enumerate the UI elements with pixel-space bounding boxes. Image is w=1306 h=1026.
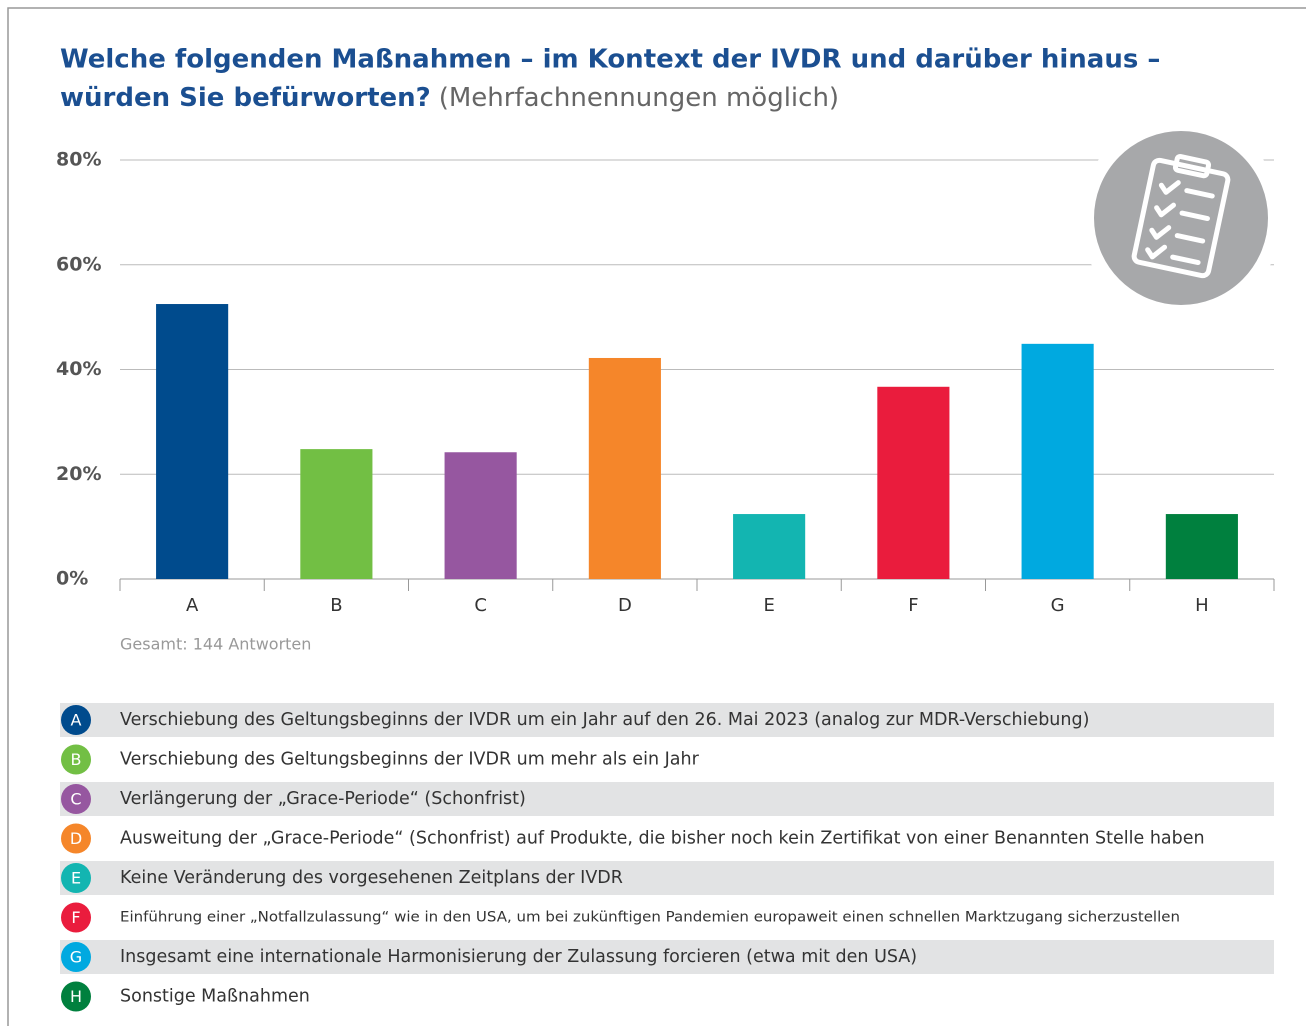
legend-swatch: [61, 902, 91, 933]
check: [1145, 244, 1168, 260]
legend-key: G: [70, 948, 82, 967]
legend-swatch: [61, 705, 91, 735]
legend-label: Keine Veränderung des vorgesehenen Zeitp…: [120, 868, 623, 888]
bar: [1021, 343, 1094, 579]
x-tick-label: C: [474, 595, 487, 616]
check: [1158, 180, 1181, 195]
y-tick-label: 0%: [56, 568, 88, 590]
frame: [7, 7, 1306, 1026]
check: [1149, 225, 1172, 240]
legend-key: D: [70, 829, 82, 848]
y-tick-label: 60%: [56, 253, 101, 275]
list-line: [1179, 210, 1210, 222]
list-line: [1174, 233, 1206, 244]
legend-row-bg: [60, 940, 1274, 974]
legend-label: Insgesamt eine internationale Harmonisie…: [120, 947, 917, 967]
chart-subtitle: (Mehrfachnennungen möglich): [439, 83, 839, 113]
legend-row-bg: [60, 782, 1274, 816]
x-tick-label: B: [330, 595, 342, 616]
list-line: [1184, 188, 1215, 199]
legend-swatch: [61, 744, 91, 775]
bar: [300, 449, 373, 579]
clipboard-clip: [1172, 154, 1212, 179]
legend-label: Einführung einer „Notfallzulassung“ wie …: [120, 910, 1180, 926]
bar: [444, 452, 517, 579]
legend-row-bg: [60, 703, 1274, 737]
chart-title-line: würden Sie befürworten? (Mehrfachnennunge…: [60, 83, 839, 113]
x-tick-label: D: [618, 595, 632, 616]
legend-key: C: [70, 790, 81, 809]
list-line: [1170, 254, 1201, 266]
legend-swatch: [61, 942, 91, 972]
bar: [1165, 514, 1238, 579]
legend-label: Verlängerung der „Grace-Periode“ (Schonf…: [120, 789, 526, 809]
y-tick-label: 80%: [56, 149, 101, 171]
icon-circle: [1080, 117, 1282, 319]
y-tick-label: 20%: [56, 463, 101, 485]
legend-key: A: [71, 711, 82, 730]
legend-swatch: [61, 784, 91, 814]
legend-swatch: [61, 823, 91, 854]
x-tick-label: F: [908, 595, 918, 616]
clipboard-icon: [1131, 154, 1231, 279]
legend-key: E: [71, 869, 81, 888]
annotation: Gesamt: 144 Antworten: [120, 635, 311, 654]
legend-key: H: [70, 987, 82, 1006]
chart-title-line: Welche folgenden Maßnahmen – im Kontext …: [60, 45, 1160, 75]
legend-swatch: [61, 863, 91, 893]
legend-label: Verschiebung des Geltungsbeginns der IVD…: [120, 750, 700, 770]
clipboard-board: [1131, 157, 1231, 279]
x-tick-label: E: [763, 595, 774, 616]
y-tick-label: 40%: [56, 358, 101, 380]
legend-swatch: [61, 981, 91, 1012]
legend-label: Ausweitung der „Grace-Periode“ (Schonfri…: [120, 829, 1205, 849]
x-tick-label: H: [1195, 595, 1209, 616]
bar: [588, 357, 661, 579]
legend-key: B: [71, 750, 82, 769]
x-tick-label: A: [186, 595, 199, 616]
bar: [156, 304, 229, 579]
legend-label: Sonstige Maßnahmen: [120, 987, 310, 1007]
legend-key: F: [71, 908, 80, 927]
check: [1154, 202, 1177, 218]
bar: [877, 386, 950, 579]
bar: [733, 514, 806, 579]
legend-row-bg: [60, 861, 1274, 895]
chart-title-line: würden Sie befürworten?: [60, 83, 431, 113]
legend-label: Verschiebung des Geltungsbeginns der IVD…: [120, 710, 1089, 730]
x-tick-label: G: [1051, 595, 1065, 616]
